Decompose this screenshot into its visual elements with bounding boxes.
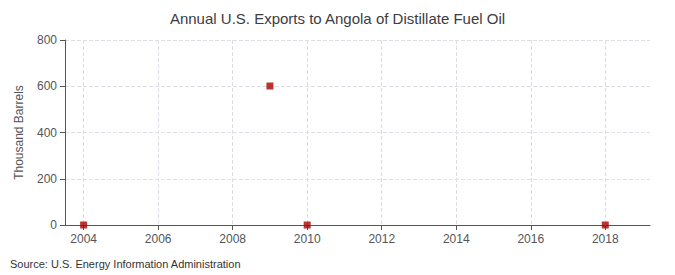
svg-text:2012: 2012 bbox=[368, 232, 395, 246]
svg-text:0: 0 bbox=[50, 218, 57, 232]
svg-text:2016: 2016 bbox=[517, 232, 544, 246]
svg-text:400: 400 bbox=[37, 126, 57, 140]
svg-text:2004: 2004 bbox=[70, 232, 97, 246]
svg-text:800: 800 bbox=[37, 33, 57, 47]
svg-text:2014: 2014 bbox=[443, 232, 470, 246]
svg-text:2008: 2008 bbox=[219, 232, 246, 246]
svg-text:600: 600 bbox=[37, 79, 57, 93]
svg-text:2010: 2010 bbox=[294, 232, 321, 246]
svg-text:200: 200 bbox=[37, 172, 57, 186]
svg-text:Annual U.S. Exports to Angola: Annual U.S. Exports to Angola of Distill… bbox=[170, 10, 505, 27]
svg-text:2006: 2006 bbox=[145, 232, 172, 246]
svg-text:Thousand Barrels: Thousand Barrels bbox=[12, 85, 26, 180]
svg-text:2018: 2018 bbox=[592, 232, 619, 246]
svg-text:Source: U.S. Energy Informatio: Source: U.S. Energy Information Administ… bbox=[10, 258, 241, 270]
